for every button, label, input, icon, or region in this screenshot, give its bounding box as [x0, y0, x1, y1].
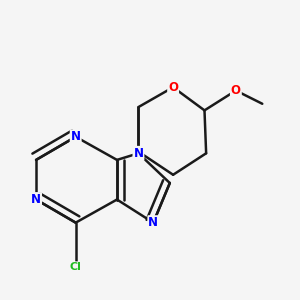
Text: N: N: [71, 130, 81, 143]
Text: N: N: [134, 147, 143, 160]
Text: Cl: Cl: [70, 262, 82, 272]
Text: O: O: [168, 81, 178, 94]
Text: N: N: [148, 216, 158, 229]
Text: O: O: [231, 84, 241, 97]
Text: N: N: [31, 193, 41, 206]
